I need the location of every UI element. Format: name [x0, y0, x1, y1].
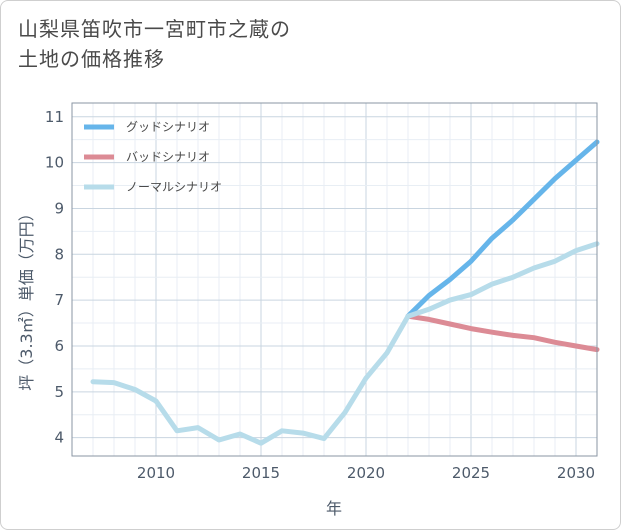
- y-tick-label: 10: [45, 154, 64, 172]
- chart-title: 山梨県笛吹市一宮町市之蔵の 土地の価格推移: [18, 14, 291, 74]
- series-line-good: [405, 139, 600, 319]
- y-tick-label: 6: [54, 337, 64, 355]
- chart-title-line-2: 土地の価格推移: [18, 47, 165, 71]
- x-tick-label: 2030: [557, 464, 595, 482]
- y-tick-label: 5: [54, 383, 64, 401]
- series-line-bad: [405, 313, 600, 353]
- x-axis-title: 年: [326, 499, 342, 518]
- plot-area-border: [71, 102, 598, 457]
- legend-label-good: グッドシナリオ: [126, 120, 210, 134]
- y-tick-label: 9: [54, 199, 64, 217]
- y-tick-label: 11: [45, 108, 64, 126]
- x-tick-label: 2025: [452, 464, 490, 482]
- y-tick-label: 8: [54, 245, 64, 263]
- y-axis-title: 坪（3.3㎡）単価（万円）: [17, 205, 36, 390]
- y-tick-label: 4: [54, 429, 64, 447]
- series-lines: [90, 139, 600, 446]
- x-tick-label: 2015: [242, 464, 280, 482]
- x-tick-label: 2010: [137, 464, 175, 482]
- tick-labels: 2010 2015 2020 2025 2030 4 5 6 7 8 9 10 11: [45, 108, 595, 482]
- y-tick-label: 7: [54, 291, 64, 309]
- chart-title-line-1: 山梨県笛吹市一宮町市之蔵の: [18, 17, 291, 41]
- x-tick-label: 2020: [347, 464, 385, 482]
- legend-label-bad: バッドシナリオ: [126, 150, 210, 164]
- legend-label-normal: ノーマルシナリオ: [126, 180, 222, 194]
- series-line-normal: [90, 241, 600, 446]
